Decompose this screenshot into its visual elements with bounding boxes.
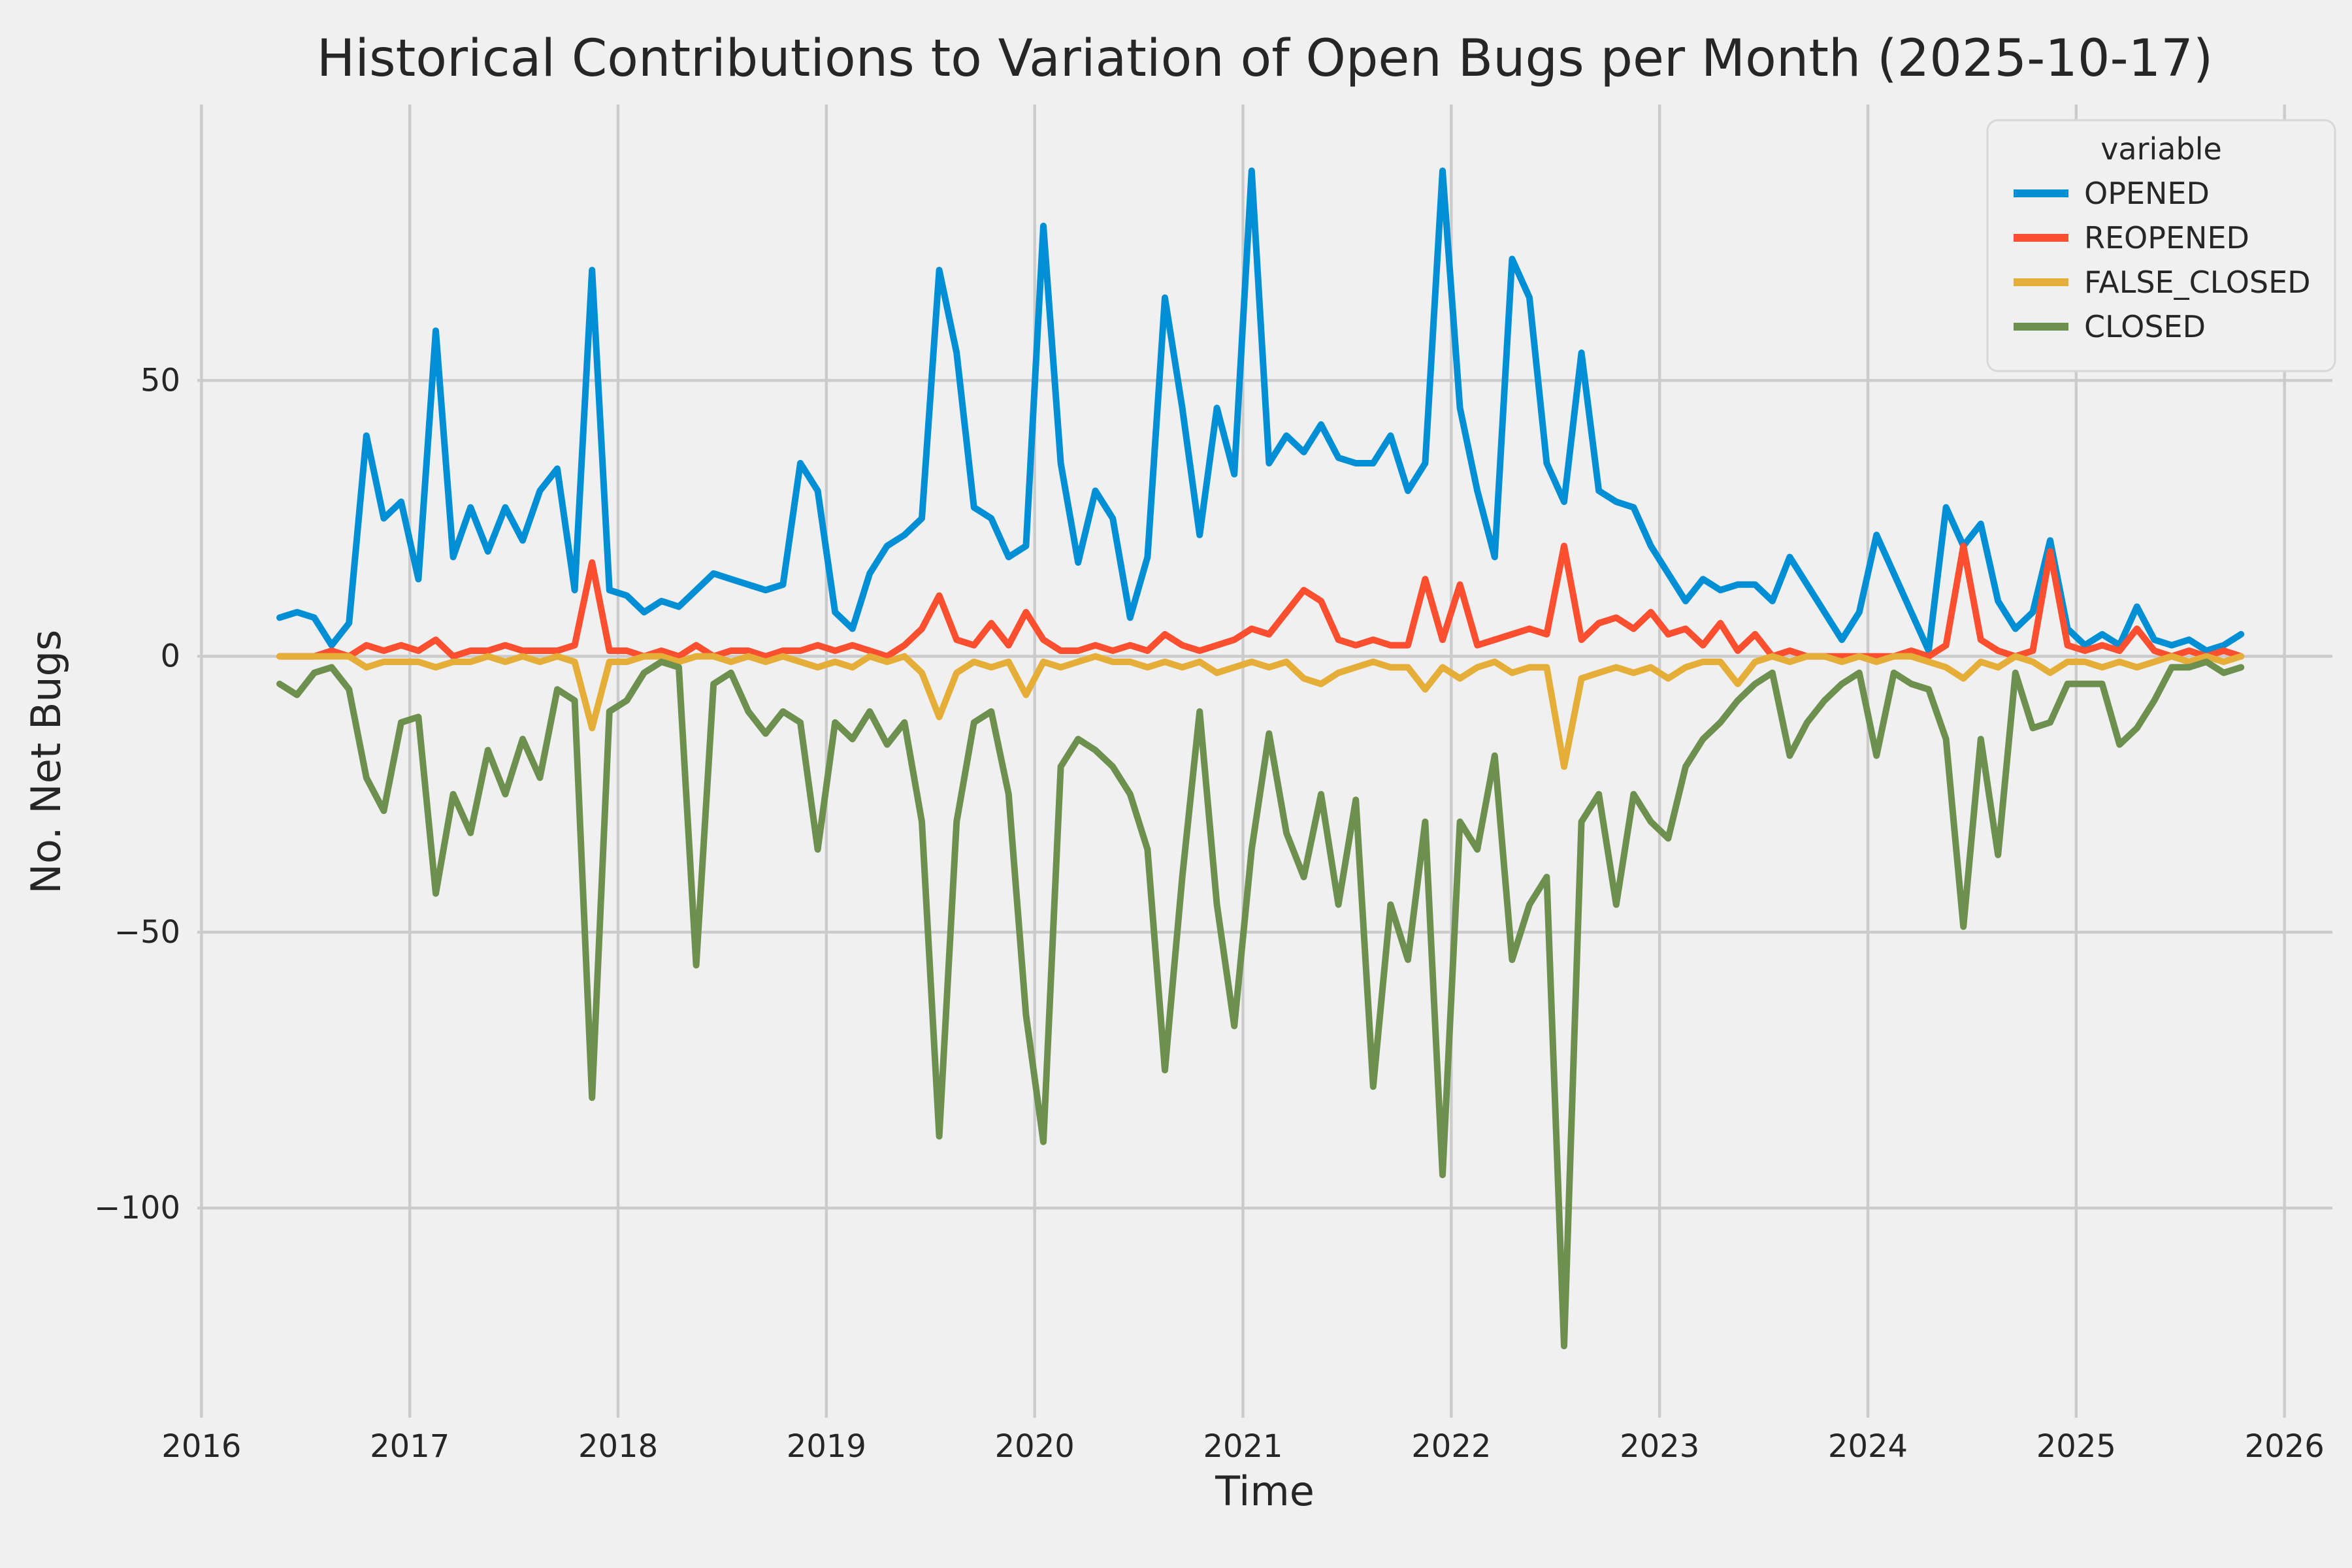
x-tick-label: 2018	[578, 1428, 658, 1465]
x-tick-label: 2021	[1203, 1428, 1282, 1465]
legend-item-false_closed: FALSE_CLOSED	[2084, 265, 2311, 300]
x-axis-label: Time	[1215, 1467, 1315, 1515]
legend-title: variable	[2100, 131, 2222, 167]
x-tick-label: 2024	[1828, 1428, 1908, 1465]
series-line-opened	[276, 167, 2245, 654]
y-tick-label: −100	[94, 1190, 180, 1226]
x-tick-label: 2020	[995, 1428, 1075, 1465]
series-line-reopened	[276, 542, 2245, 660]
x-tick-label: 2022	[1411, 1428, 1491, 1465]
x-tick-labels: 2016 2017 2018 2019 2020 2021 2022 2023 2024 2025…	[161, 1428, 2324, 1465]
legend-item-opened: OPENED	[2084, 176, 2210, 211]
y-tick-labels: −100 −50 0 50	[94, 362, 180, 1226]
x-tick-label: 2017	[370, 1428, 449, 1465]
x-tick-label: 2023	[1620, 1428, 1699, 1465]
y-tick-label: −50	[114, 914, 180, 951]
series-line-closed	[276, 659, 2245, 1350]
legend-item-reopened: REOPENED	[2084, 220, 2249, 255]
x-tick-label: 2025	[2036, 1428, 2116, 1465]
y-tick-label: 50	[140, 362, 180, 399]
legend-box	[1986, 119, 2336, 372]
x-tick-label: 2019	[787, 1428, 866, 1465]
series-lines	[276, 167, 2245, 1350]
x-tick-label: 2016	[161, 1428, 241, 1465]
legend: variable OPENED REOPENED FALSE_CLOSED CLOSED	[1986, 119, 2336, 372]
y-tick-label: 0	[160, 638, 180, 675]
series-line-false_closed	[276, 653, 2245, 770]
x-tick-label: 2026	[2245, 1428, 2325, 1465]
y-axis-label: No. Net Bugs	[22, 630, 70, 894]
chart-title: Historical Contributions to Variation of…	[317, 29, 2213, 88]
legend-item-closed: CLOSED	[2084, 309, 2206, 344]
